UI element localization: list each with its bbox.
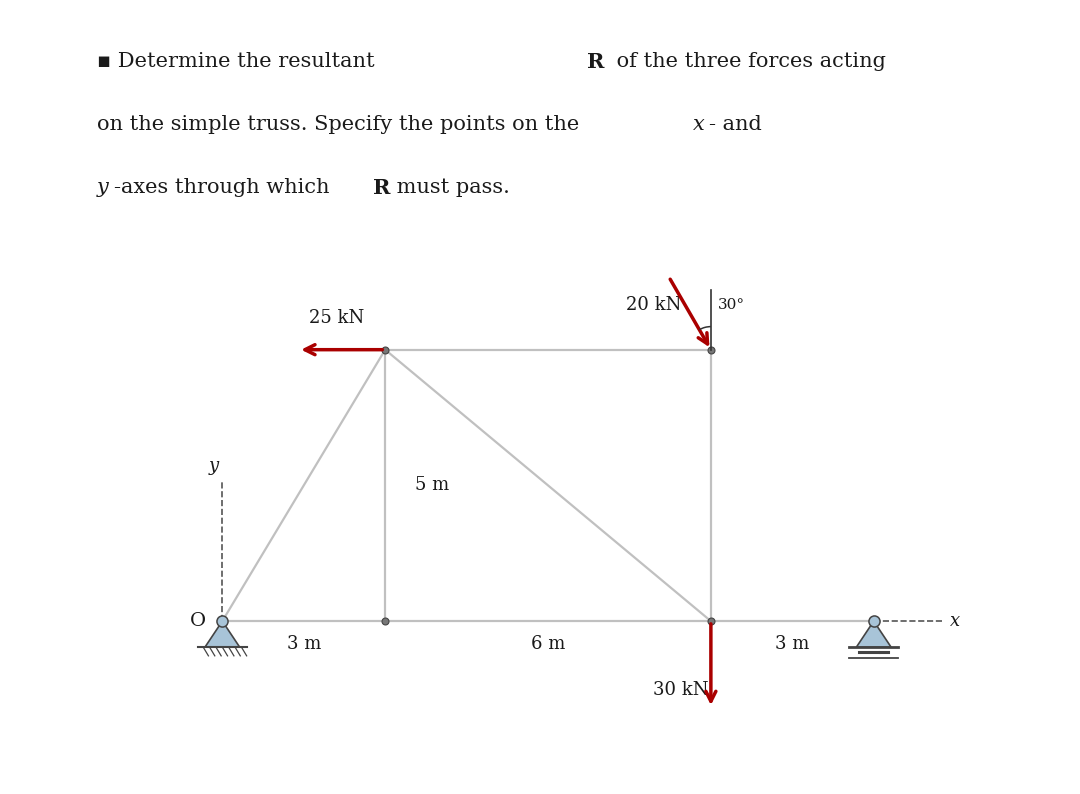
Text: R: R — [373, 178, 391, 198]
Text: y: y — [210, 457, 219, 475]
Text: 5 m: 5 m — [415, 476, 449, 495]
Text: of the three forces acting: of the three forces acting — [610, 52, 886, 71]
Text: 3 m: 3 m — [286, 635, 321, 653]
Text: - and: - and — [710, 115, 762, 134]
Text: must pass.: must pass. — [390, 178, 510, 197]
Text: 20 kN: 20 kN — [626, 296, 681, 314]
Text: 25 kN: 25 kN — [309, 309, 364, 327]
Polygon shape — [205, 621, 240, 647]
Text: R: R — [586, 52, 604, 72]
Text: 6 m: 6 m — [531, 635, 565, 653]
Text: 30 kN: 30 kN — [653, 680, 708, 699]
Text: on the simple truss. Specify the points on the: on the simple truss. Specify the points … — [97, 115, 586, 134]
Text: y: y — [97, 178, 109, 197]
Text: 30°: 30° — [717, 299, 744, 312]
Text: O: O — [190, 612, 206, 630]
Text: 3 m: 3 m — [775, 635, 810, 653]
Text: ▪ Determine the resultant: ▪ Determine the resultant — [97, 52, 381, 71]
Text: -axes through which: -axes through which — [113, 178, 336, 197]
Polygon shape — [856, 621, 891, 647]
Text: x: x — [949, 612, 960, 630]
Text: x: x — [692, 115, 704, 134]
